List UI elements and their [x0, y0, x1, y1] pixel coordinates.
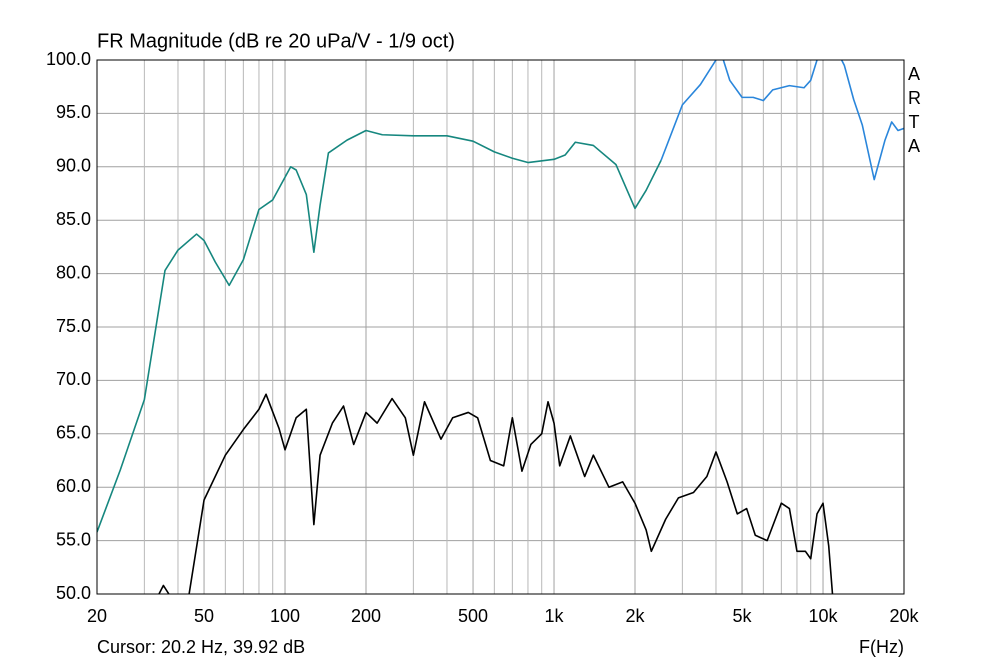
response-curve	[158, 393, 834, 594]
y-tick-label: 90.0	[56, 156, 91, 176]
x-tick-label: 10k	[809, 606, 839, 626]
y-tick-label: 60.0	[56, 476, 91, 496]
response-curve	[97, 129, 662, 533]
x-tick-label: 100	[270, 606, 300, 626]
x-tick-label: 20k	[889, 606, 919, 626]
x-tick-label: 50	[194, 606, 214, 626]
y-tick-label: 100.0	[46, 49, 91, 69]
y-tick-label: 95.0	[56, 102, 91, 122]
response-curve	[660, 60, 904, 181]
plot-frame	[96, 59, 905, 595]
x-tick-label: 1k	[545, 606, 565, 626]
y-tick-label: 65.0	[56, 423, 91, 443]
y-tick-label: 55.0	[56, 529, 91, 549]
cursor-readout: Cursor: 20.2 Hz, 39.92 dB	[97, 637, 305, 657]
chart-title: FR Magnitude (dB re 20 uPa/V - 1/9 oct)	[97, 30, 455, 52]
y-tick-label: 75.0	[56, 316, 91, 336]
y-tick-label: 80.0	[56, 262, 91, 282]
x-tick-label: 500	[458, 606, 488, 626]
x-tick-label: 20	[87, 606, 107, 626]
plot-area	[97, 60, 904, 594]
x-tick-label: 200	[351, 606, 381, 626]
grid	[96, 59, 905, 595]
y-tick-label: 50.0	[56, 583, 91, 603]
x-axis-label: F(Hz)	[859, 637, 904, 657]
x-tick-label: 2k	[625, 606, 645, 626]
watermark: ARTA	[908, 64, 921, 156]
y-tick-label: 85.0	[56, 209, 91, 229]
y-tick-label: 70.0	[56, 369, 91, 389]
x-tick-label: 5k	[733, 606, 753, 626]
